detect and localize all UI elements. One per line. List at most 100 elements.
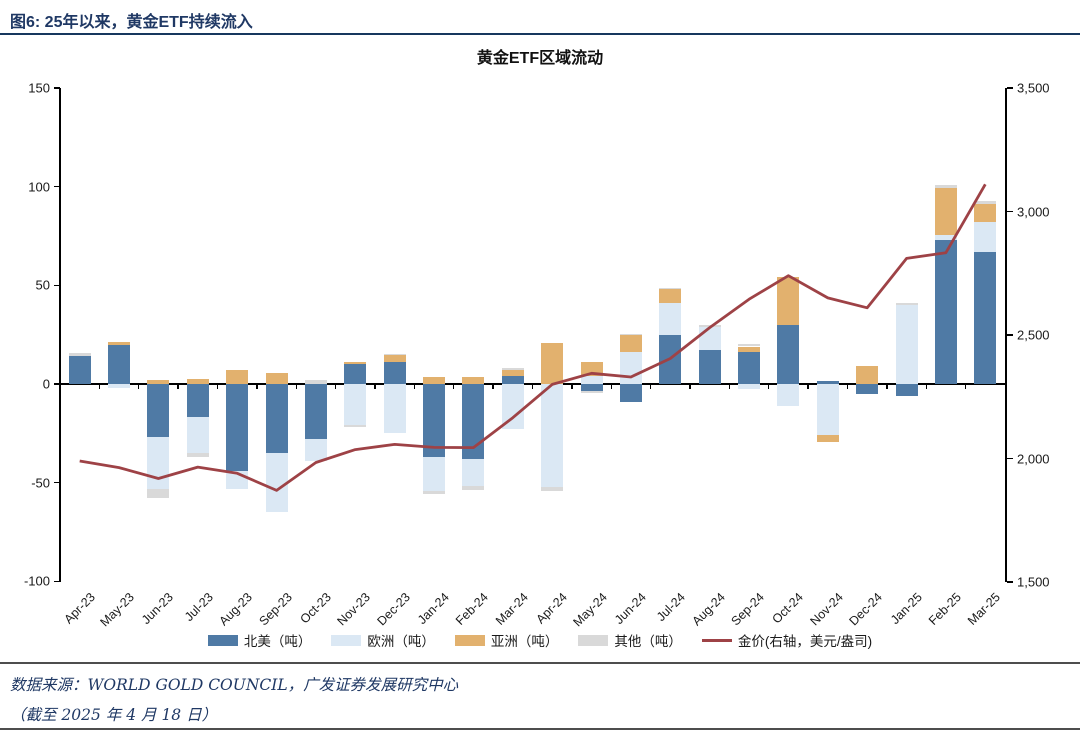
bar-segment — [147, 380, 170, 384]
legend-line-swatch-icon — [701, 638, 732, 642]
chart-title: 黄金ETF区域流动 — [476, 50, 604, 67]
bar-segment — [816, 381, 839, 384]
month-tick — [413, 384, 416, 389]
left-axis-tick — [54, 284, 60, 287]
bar-segment — [777, 324, 800, 384]
bar-segment — [541, 342, 564, 384]
bar-segment — [659, 288, 682, 290]
bar-segment — [934, 235, 957, 240]
bar-segment — [108, 344, 131, 384]
bar-segment — [738, 343, 761, 347]
bar-segment — [895, 303, 918, 306]
right-axis-tick-label: 3,000 — [1017, 204, 1050, 219]
bar-segment — [698, 350, 721, 384]
right-axis — [1005, 88, 1007, 582]
bar-segment — [462, 458, 485, 486]
left-axis-tick-label: -100 — [23, 573, 50, 589]
month-tick — [98, 384, 101, 389]
right-axis-tick-label: 2,000 — [1017, 451, 1050, 466]
month-tick — [177, 384, 179, 389]
bar-segment — [541, 486, 564, 491]
right-axis-tick-label: 3,500 — [1017, 80, 1050, 96]
bar-segment — [895, 384, 918, 396]
left-axis-tick — [54, 481, 60, 484]
bar-segment — [344, 362, 367, 365]
legend-swatch-icon — [578, 634, 609, 646]
source-note: 数据来源：WORLD GOLD COUNCIL，广发证券发展研究中心 （截至 2… — [10, 670, 458, 730]
month-tick — [807, 384, 809, 389]
right-axis-tick — [1007, 87, 1013, 89]
month-tick — [886, 384, 888, 389]
bar-segment — [777, 384, 800, 406]
month-tick — [610, 384, 612, 389]
month-tick — [138, 384, 140, 389]
month-tick — [846, 384, 849, 389]
month-tick — [256, 384, 258, 389]
bar-segment — [383, 355, 406, 363]
bar-segment — [974, 201, 997, 205]
bar-segment — [344, 384, 367, 426]
bar-segment — [501, 370, 524, 377]
bar-segment — [147, 384, 170, 438]
bar-segment — [108, 384, 131, 388]
bar-segment — [974, 251, 997, 384]
left-axis-tick-label: 100 — [28, 179, 50, 195]
left-axis-tick — [54, 383, 60, 385]
bar-segment — [423, 457, 446, 491]
legend-item-2: 亚洲（吨） — [454, 630, 559, 650]
bar-segment — [383, 354, 406, 356]
month-tick — [492, 384, 494, 389]
bar-segment — [659, 289, 682, 304]
bar-segment — [619, 384, 642, 402]
bar-segment — [344, 425, 367, 428]
bar-segment — [934, 187, 957, 235]
bar-segment — [304, 380, 327, 384]
month-tick — [374, 384, 376, 389]
month-tick — [728, 384, 731, 389]
bar-segment — [383, 362, 406, 384]
left-axis-tick — [54, 87, 60, 89]
bar-segment — [462, 485, 485, 490]
bar-segment — [501, 384, 524, 430]
bar-segment — [226, 370, 249, 384]
legend-label: 亚洲（吨） — [490, 634, 559, 649]
gold-price-line — [79, 183, 987, 492]
month-tick — [649, 384, 652, 389]
bar-segment — [777, 277, 800, 325]
source-line: 数据来源：WORLD GOLD COUNCIL，广发证券发展研究中心 — [10, 676, 459, 694]
bar-segment — [501, 376, 524, 384]
gold-price-polyline — [79, 183, 987, 492]
legend-item-1: 欧洲（吨） — [331, 630, 435, 650]
plot-area: 150 100 50 0 -50 -100 3,500 3,000 2,500 2,000 1,50… — [23, 80, 1050, 630]
bar-segment — [580, 390, 603, 393]
legend: 北美（吨） 欧洲（吨） 亚洲（吨） 其他（吨） 金价(右轴，美元/盎司) — [0, 630, 1080, 650]
bar-segment — [738, 384, 761, 389]
zero-line — [60, 383, 1005, 385]
bar-segment — [383, 384, 406, 434]
bar-segment — [816, 384, 839, 436]
month-tick — [925, 384, 927, 389]
bar-segment — [462, 377, 485, 384]
bar-segment — [895, 305, 918, 384]
bar-segment — [816, 435, 839, 443]
legend-label: 欧洲（吨） — [367, 634, 435, 649]
left-axis-tick — [54, 185, 60, 188]
left-axis-tick-label: 50 — [35, 277, 50, 293]
bar-segment — [423, 377, 446, 384]
bar-segment — [698, 324, 721, 327]
bar-segment — [974, 222, 997, 252]
bar-segment — [186, 384, 209, 417]
legend-label: 金价(右轴，美元/盎司) — [737, 634, 873, 649]
bar-segment — [541, 384, 564, 487]
bar-segment — [304, 384, 327, 440]
bar-segment — [974, 204, 997, 223]
right-axis-tick-label: 1,500 — [1017, 574, 1050, 590]
right-axis-tick-label: 2,500 — [1017, 327, 1050, 343]
right-axis-tick — [1007, 581, 1013, 583]
bar-segment — [265, 384, 288, 454]
left-axis — [59, 88, 61, 582]
right-axis-tick — [1007, 334, 1013, 336]
legend-swatch-icon — [207, 634, 238, 646]
bar-segment — [856, 384, 879, 394]
